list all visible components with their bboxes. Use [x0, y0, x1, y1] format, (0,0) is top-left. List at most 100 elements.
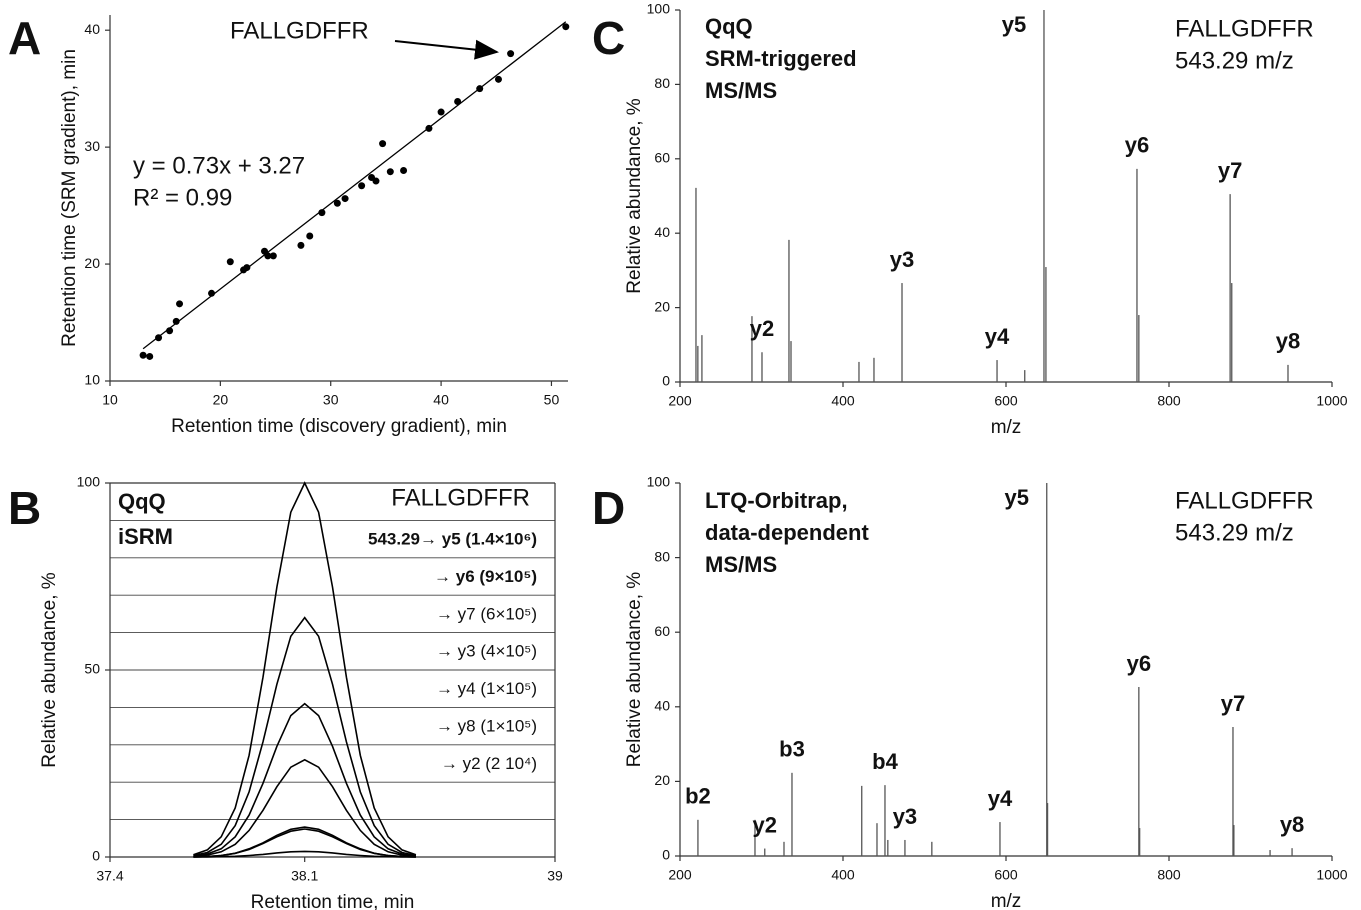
series-line — [193, 481, 417, 856]
legend-entry: → y8 (1×10⁵) — [436, 716, 537, 735]
y-tick-label: 100 — [647, 474, 671, 490]
legend-entry: 543.29→ y5 (1.4×10⁶) — [368, 529, 537, 548]
x-tick-label: 38.1 — [291, 868, 318, 884]
peak-label: y4 — [985, 324, 1010, 349]
legend-entry: → y6 (9×10⁵) — [434, 567, 537, 586]
x-tick-label: 600 — [994, 393, 1018, 409]
point — [318, 209, 326, 217]
x-tick-label: 20 — [213, 392, 229, 408]
panel-label: data-dependent — [705, 520, 869, 545]
point — [226, 258, 234, 266]
x-tick-label: 1000 — [1316, 393, 1347, 409]
annotation: FALLGDFFR — [230, 17, 369, 44]
series-line — [193, 702, 417, 858]
x-tick-label: 200 — [668, 867, 692, 883]
y-tick-label: 0 — [92, 848, 100, 864]
y-axis-title: Relative abundance, % — [39, 572, 60, 768]
point — [400, 167, 408, 175]
y-tick-label: 80 — [654, 75, 670, 91]
x-axis-title: Retention time, min — [251, 892, 415, 910]
panel-letter: C — [592, 12, 625, 64]
point — [172, 317, 180, 325]
y-tick-label: 30 — [84, 138, 100, 154]
panel-label: SRM-triggered — [705, 46, 857, 71]
y-tick-label: 80 — [654, 548, 670, 564]
y-tick-label: 40 — [654, 224, 670, 240]
point — [264, 252, 272, 260]
peak-label: y8 — [1276, 329, 1300, 354]
point — [139, 351, 147, 359]
x-axis-title: m/z — [991, 417, 1022, 438]
annotation-arrow — [394, 39, 499, 60]
legend-entry: → y7 (6×10⁵) — [436, 604, 537, 623]
precursor: 543.29 m/z — [1175, 47, 1294, 74]
panel-label: LTQ-Orbitrap, — [705, 488, 848, 513]
peak-label: y2 — [753, 812, 777, 837]
y-tick-label: 100 — [647, 1, 671, 17]
x-axis-title: m/z — [991, 891, 1022, 910]
panel-label: QqQ — [118, 489, 166, 514]
y-axis-title: Retention time (SRM gradient), min — [59, 49, 80, 347]
equation: y = 0.73x + 3.27 — [133, 152, 305, 179]
panel-letter: B — [8, 482, 41, 534]
point — [146, 352, 154, 360]
point — [386, 168, 394, 176]
x-tick-label: 10 — [102, 392, 118, 408]
y-tick-label: 40 — [654, 698, 670, 714]
y-tick-label: 0 — [662, 373, 670, 389]
peak-label: y7 — [1218, 158, 1242, 183]
point — [562, 23, 570, 31]
peak-label: b4 — [872, 749, 898, 774]
point — [507, 50, 515, 58]
point — [372, 177, 380, 185]
x-tick-label: 1000 — [1316, 867, 1347, 883]
point — [243, 264, 251, 272]
y-tick-label: 60 — [654, 150, 670, 166]
peak-label: y4 — [988, 786, 1013, 811]
legend-entry: → y2 (2 10⁴) — [441, 754, 537, 773]
point — [341, 195, 349, 203]
point — [166, 327, 174, 335]
y-axis-title: Relative abundance, % — [624, 572, 645, 768]
point — [269, 252, 277, 260]
peak-label: b2 — [685, 784, 711, 809]
peak-label: y5 — [1002, 12, 1026, 37]
panel-label: MS/MS — [705, 552, 777, 577]
point — [333, 199, 341, 207]
peak-label: y2 — [750, 316, 774, 341]
x-axis-title: Retention time (discovery gradient), min — [171, 416, 507, 437]
point — [476, 85, 484, 93]
legend-entry: → y4 (1×10⁵) — [436, 679, 537, 698]
point — [425, 124, 433, 132]
panel-label: QqQ — [705, 14, 753, 39]
y-tick-label: 50 — [84, 661, 100, 677]
peak-label: y3 — [893, 804, 917, 829]
x-tick-label: 400 — [831, 867, 855, 883]
series-line — [193, 616, 417, 857]
point — [155, 334, 163, 342]
point — [358, 182, 366, 190]
y-tick-label: 20 — [654, 772, 670, 788]
y-tick-label: 60 — [654, 623, 670, 639]
x-tick-label: 37.4 — [96, 868, 123, 884]
precursor: 543.29 m/z — [1175, 519, 1294, 546]
y-axis-title: Relative abundance, % — [624, 98, 645, 294]
y-tick-label: 100 — [77, 474, 101, 490]
point — [437, 108, 445, 116]
x-tick-label: 200 — [668, 393, 692, 409]
peak-label: y8 — [1280, 812, 1304, 837]
point — [379, 140, 387, 148]
peak-label: y3 — [890, 247, 914, 272]
panel-letter: D — [592, 482, 625, 534]
point — [297, 241, 305, 249]
point — [494, 75, 502, 83]
x-tick-label: 600 — [994, 867, 1018, 883]
point — [208, 289, 216, 297]
x-tick-label: 39 — [547, 868, 563, 884]
x-tick-label: 30 — [323, 392, 339, 408]
peak-label: y7 — [1221, 691, 1245, 716]
series-line — [193, 826, 416, 858]
series-line — [193, 758, 416, 858]
peak-label: y5 — [1005, 485, 1029, 510]
panel-letter: A — [8, 12, 41, 64]
